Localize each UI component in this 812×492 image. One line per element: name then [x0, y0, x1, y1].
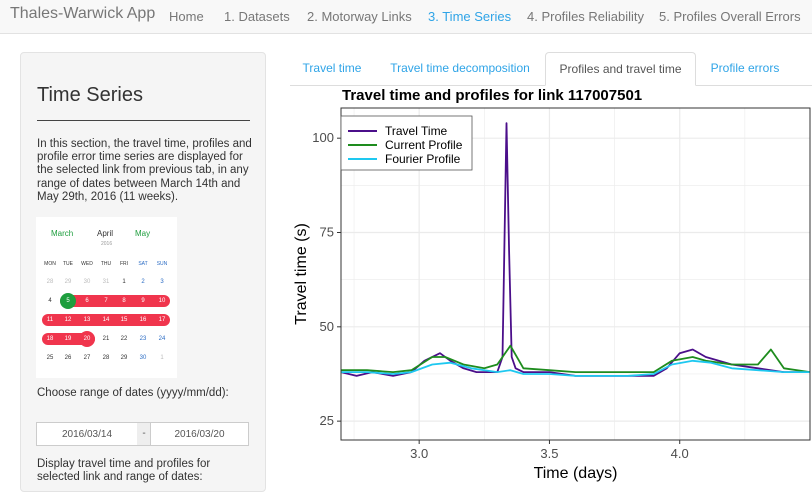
calendar-day[interactable]: 14 — [102, 317, 110, 323]
calendar-day[interactable]: 3 — [160, 279, 164, 285]
x-axis-label: Time (days) — [534, 465, 618, 482]
calendar-current-month: April — [97, 229, 114, 238]
nav-datasets[interactable]: 1. Datasets — [224, 9, 290, 24]
calendar-day[interactable]: 26 — [64, 355, 72, 361]
calendar-day[interactable]: 7 — [104, 298, 108, 304]
sidebar-panel: Time Series In this section, the travel … — [20, 52, 266, 492]
calendar-range-endpoint — [79, 331, 95, 347]
calendar-day[interactable]: 20 — [83, 336, 91, 342]
nav-home[interactable]: Home — [169, 9, 204, 24]
calendar-day[interactable]: 1 — [160, 355, 164, 361]
y-tick-label: 50 — [320, 319, 334, 334]
calendar-weekday: SUN — [156, 261, 168, 267]
calendar-weekday: THU — [100, 261, 112, 267]
calendar-day[interactable]: 31 — [102, 279, 110, 285]
calendar-day[interactable]: 24 — [158, 336, 166, 342]
calendar-year: 2016 — [101, 241, 113, 247]
calendar-day[interactable]: 25 — [46, 355, 54, 361]
chart-series — [340, 122, 811, 377]
calendar-next-month[interactable]: May — [135, 229, 151, 238]
calendar-day[interactable]: 23 — [139, 336, 147, 342]
calendar-day[interactable]: 18 — [46, 336, 54, 342]
calendar-day[interactable]: 29 — [120, 355, 128, 361]
calendar-prev-month[interactable]: March — [51, 229, 74, 238]
calendar-range-endpoint — [60, 293, 76, 309]
calendar-day[interactable]: 19 — [64, 336, 72, 342]
y-tick-label: 25 — [320, 413, 334, 428]
calendar-day[interactable]: 30 — [139, 355, 147, 361]
legend-label: Fourier Profile — [385, 152, 461, 166]
calendar-day[interactable]: 13 — [83, 317, 91, 323]
calendar-weekday: MON — [44, 261, 56, 267]
calendar-weekday: WED — [81, 261, 93, 267]
chart-title: Travel time and profiles for link 117007… — [342, 87, 643, 104]
tab-travel-time-decomposition[interactable]: Travel time decomposition — [390, 61, 530, 75]
calendar-day[interactable]: 21 — [102, 336, 110, 342]
app-brand[interactable]: Thales-Warwick App — [10, 5, 156, 22]
calendar-day[interactable]: 6 — [85, 298, 89, 304]
calendar-day[interactable]: 27 — [83, 355, 91, 361]
calendar-range-band — [42, 314, 170, 326]
calendar-widget: March April May 2016 MON TUE WED THU FRI SAT S… — [36, 217, 177, 378]
y-axis-label: Travel time (s) — [293, 223, 310, 325]
x-tick-label: 3.5 — [540, 446, 558, 461]
legend-label: Current Profile — [385, 138, 463, 152]
sidebar-title: Time Series — [37, 84, 143, 106]
calendar-day[interactable]: 11 — [46, 317, 54, 323]
nav-motorway-links[interactable]: 2. Motorway Links — [307, 9, 412, 24]
sidebar-description: In this section, the travel time, profil… — [37, 138, 252, 203]
calendar-day[interactable]: 10 — [158, 298, 166, 304]
nav-profiles-overall-errors[interactable]: 5. Profiles Overall Errors — [659, 9, 801, 24]
calendar-day[interactable]: 15 — [120, 317, 128, 323]
tab-profile-errors[interactable]: Profile errors — [710, 61, 780, 75]
date-range-label: Choose range of dates (yyyy/mm/dd): — [37, 387, 229, 399]
calendar-weekday: FRI — [119, 261, 129, 267]
calendar-day[interactable]: 30 — [83, 279, 91, 285]
x-tick-label: 4.0 — [671, 446, 689, 461]
date-start-input[interactable] — [36, 422, 138, 446]
calendar-range-band — [60, 295, 170, 307]
date-end-input[interactable] — [150, 422, 249, 446]
calendar-day[interactable]: 29 — [64, 279, 72, 285]
calendar-day[interactable]: 16 — [139, 317, 147, 323]
x-tick-label: 3.0 — [410, 446, 428, 461]
date-range-separator: - — [137, 422, 151, 446]
y-tick-label: 75 — [320, 225, 334, 240]
navbar: Thales-Warwick App Home 1. Datasets 2. M… — [0, 0, 812, 34]
legend-box — [340, 115, 473, 171]
nav-profiles-reliability[interactable]: 4. Profiles Reliability — [527, 9, 645, 24]
series-line-2 — [341, 344, 811, 374]
sidebar-divider — [37, 120, 250, 121]
calendar-weekday: SAT — [138, 261, 148, 267]
y-tick-label: 100 — [312, 130, 334, 145]
legend-label: Travel Time — [385, 124, 448, 138]
nav-time-series[interactable]: 3. Time Series — [428, 9, 512, 24]
calendar-day[interactable]: 1 — [122, 279, 126, 285]
calendar-day[interactable]: 12 — [64, 317, 72, 323]
calendar-day[interactable]: 28 — [46, 279, 54, 285]
travel-time-chart: 3.0 3.5 4.0 25 50 75 100 Time (days) Travel ti… — [293, 107, 811, 482]
calendar-day[interactable]: 4 — [48, 298, 52, 304]
calendar-day[interactable]: 28 — [102, 355, 110, 361]
tab-profiles-and-travel-time[interactable]: Profiles and travel time — [545, 52, 696, 86]
calendar-day[interactable]: 5 — [66, 298, 70, 304]
series-line-3 — [341, 359, 810, 377]
calendar-weekday: TUE — [63, 261, 73, 267]
calendar-day[interactable]: 8 — [122, 298, 126, 304]
display-label: Display travel time and profiles for sel… — [37, 458, 211, 484]
plot-border — [340, 107, 811, 441]
calendar-day[interactable]: 9 — [141, 298, 145, 304]
calendar-day[interactable]: 17 — [158, 317, 166, 323]
chart-ticks: 3.0 3.5 4.0 25 50 75 100 — [312, 130, 688, 461]
calendar-day[interactable]: 2 — [141, 279, 145, 285]
tab-travel-time[interactable]: Travel time — [302, 61, 362, 75]
calendar-day[interactable]: 22 — [120, 336, 128, 342]
